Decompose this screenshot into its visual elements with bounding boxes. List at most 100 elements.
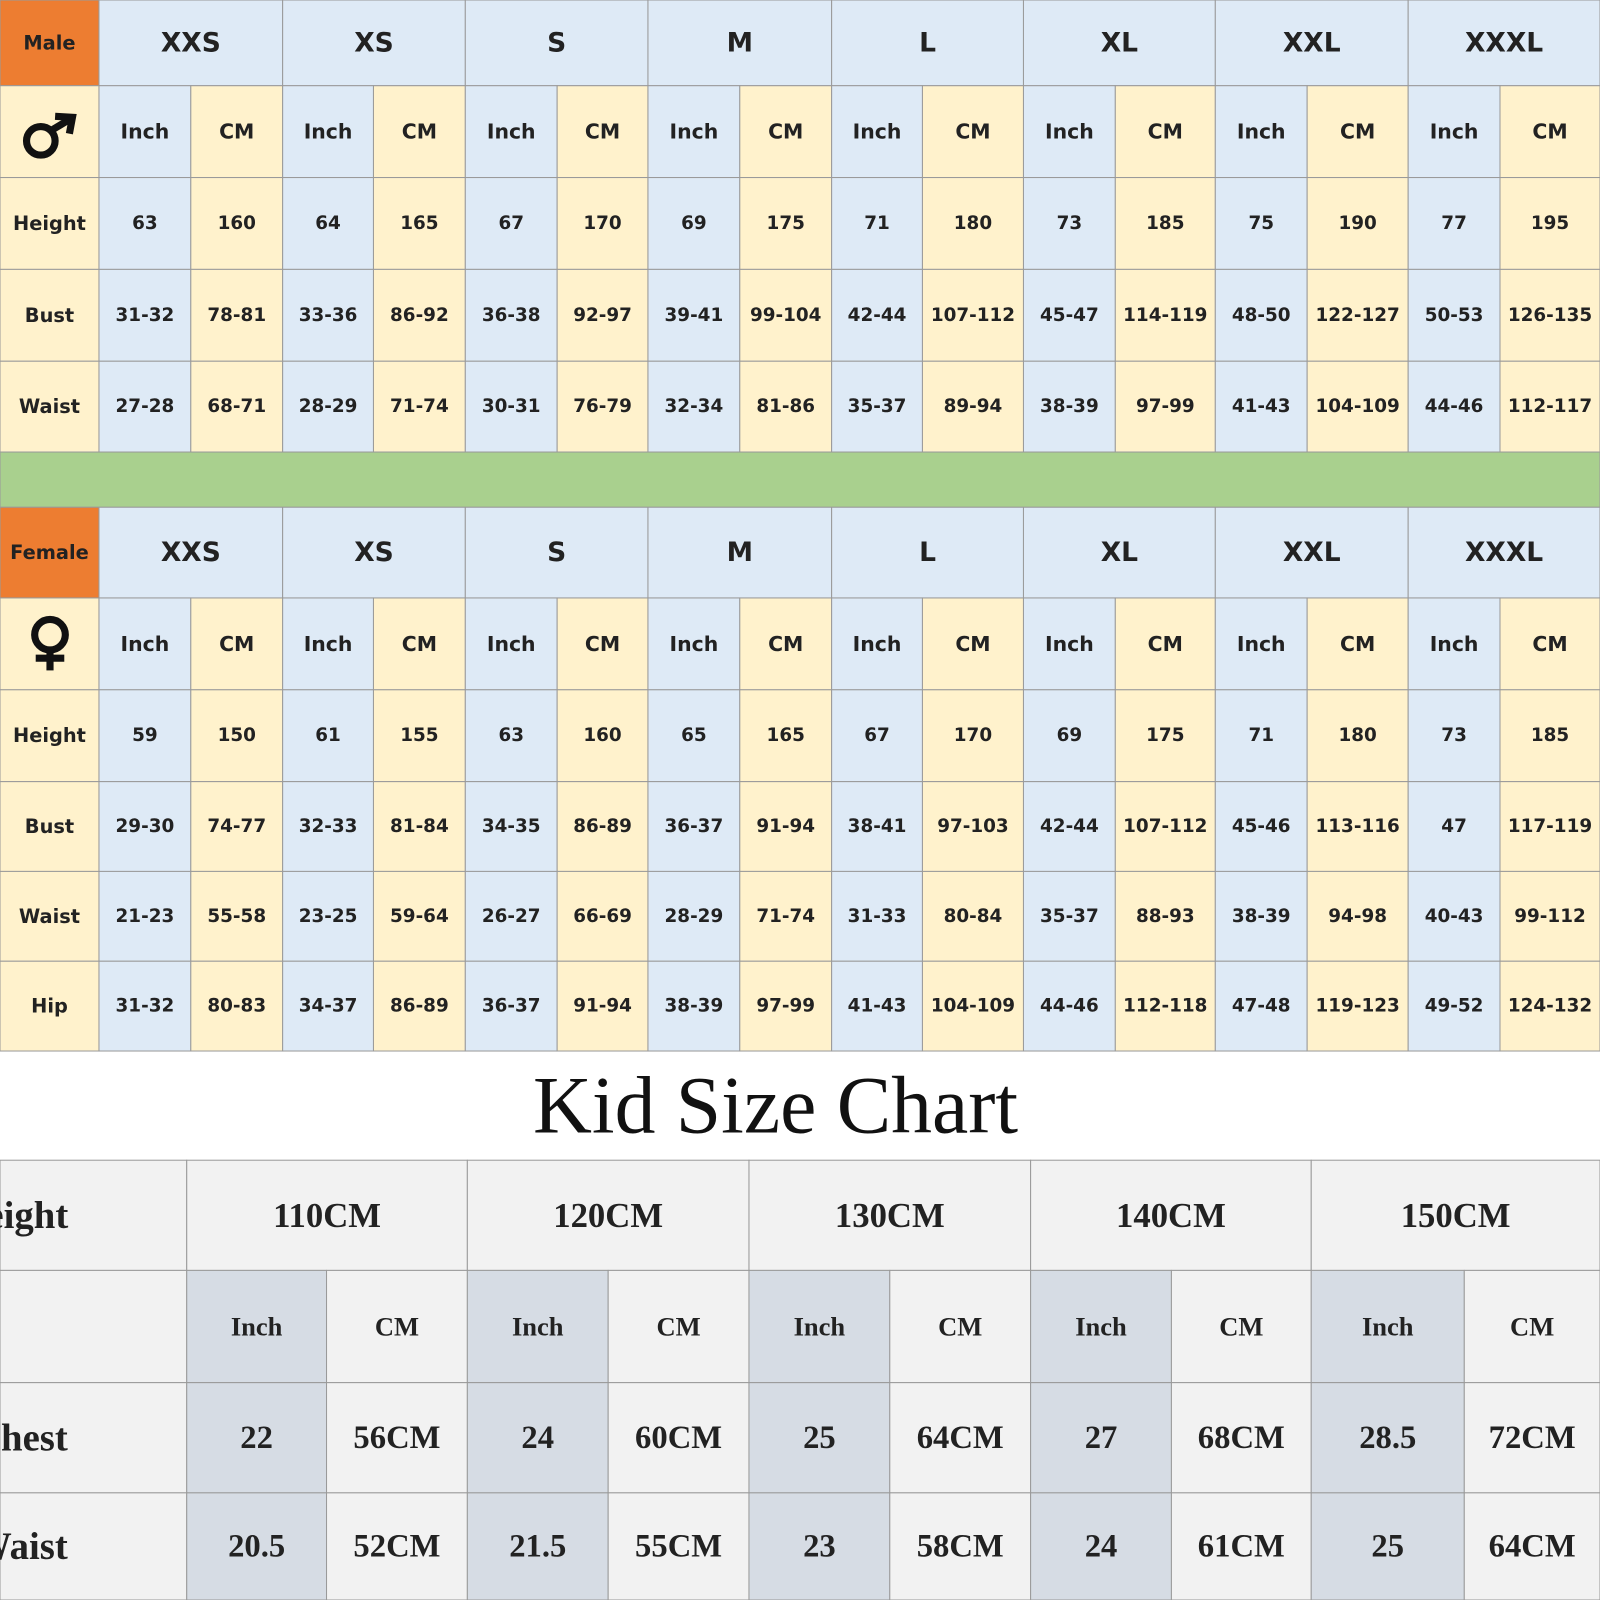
size-header: XXL (1283, 537, 1341, 568)
unit-header: CM (1148, 632, 1183, 656)
kid-size-cell (186, 1159, 468, 1271)
row-label: Hip (31, 995, 68, 1018)
size-value-cell (921, 360, 1024, 453)
size-value-cell (190, 268, 284, 362)
size-value: 32-34 (665, 396, 724, 417)
row-label: Height (13, 724, 86, 747)
size-value: 67 (498, 213, 524, 234)
size-value-cell (556, 689, 649, 783)
unit-header: CM (1340, 120, 1375, 144)
size-value-cell (190, 177, 284, 270)
size-header: XXS (161, 27, 221, 58)
kid-unit: Inch (794, 1312, 846, 1342)
unit-header: Inch (304, 632, 353, 656)
kid-value: 20.5 (228, 1528, 285, 1564)
size-value: 170 (954, 725, 992, 746)
size-value-cell (372, 268, 466, 362)
kid-value: 55CM (635, 1528, 722, 1564)
size-value: 34-37 (299, 996, 358, 1017)
size-value-cell (1499, 870, 1600, 962)
unit-header: Inch (1045, 632, 1094, 656)
size-value-cell (1214, 960, 1308, 1052)
kid-value: 22 (240, 1420, 273, 1456)
kid-unit: CM (1219, 1312, 1263, 1342)
size-value-cell (1407, 268, 1501, 362)
size-header-cell (1407, 0, 1600, 87)
unit-header: Inch (304, 120, 353, 144)
size-value: 170 (583, 213, 621, 234)
size-value: 122-127 (1316, 305, 1400, 326)
size-value-cell (372, 960, 466, 1052)
size-header: XXXL (1465, 27, 1543, 58)
size-value: 34-35 (482, 816, 541, 837)
size-value: 47 (1441, 816, 1467, 837)
size-value: 91-94 (573, 996, 632, 1017)
size-value-cell (556, 781, 649, 872)
size-value-cell (556, 870, 649, 962)
size-value-cell (647, 870, 741, 962)
size-value: 33-36 (299, 305, 358, 326)
size-value: 195 (1531, 213, 1569, 234)
unit-header: Inch (670, 632, 719, 656)
size-value-cell (831, 870, 923, 962)
size-value-cell (556, 177, 649, 270)
size-value-cell (1022, 689, 1116, 783)
size-value: 107-112 (1123, 816, 1207, 837)
size-value-cell (1114, 177, 1216, 270)
size-value: 39-41 (665, 305, 724, 326)
size-value-cell (282, 781, 374, 872)
size-value-cell (647, 781, 741, 872)
size-value-cell (464, 268, 558, 362)
unit-header: CM (1148, 120, 1183, 144)
kid-title: Kid Size Chart (533, 1060, 1018, 1151)
size-header: XXL (1283, 27, 1341, 58)
size-value: 68-71 (207, 396, 266, 417)
size-header-cell (1022, 0, 1216, 87)
size-header: XL (1101, 537, 1138, 568)
size-header: M (727, 537, 753, 568)
size-value-cell (1499, 689, 1600, 783)
size-value: 69 (681, 213, 707, 234)
size-value-cell (556, 268, 649, 362)
kid-unit-cell (889, 1269, 1032, 1384)
unit-header-cell (1306, 597, 1409, 691)
size-value-cell (1114, 781, 1216, 872)
unit-header-cell (282, 85, 374, 179)
size-value: 38-41 (848, 816, 907, 837)
kid-value: 52CM (353, 1528, 440, 1564)
row-label-cell (0, 870, 100, 962)
size-value-cell (647, 960, 741, 1052)
unit-header: CM (402, 120, 437, 144)
size-value-cell (1499, 960, 1600, 1052)
kid-value-cell (466, 1492, 609, 1600)
unit-header-cell (556, 85, 649, 179)
size-value: 126-135 (1508, 305, 1592, 326)
size-value: 80-84 (944, 906, 1003, 927)
size-value: 99-112 (1514, 906, 1585, 927)
row-label-cell (0, 689, 100, 783)
size-value: 28-29 (665, 906, 724, 927)
size-value: 59 (132, 725, 158, 746)
size-value: 27-28 (116, 396, 175, 417)
kid-size: 140CM (1116, 1196, 1226, 1235)
size-value: 97-99 (756, 996, 815, 1017)
kid-value: 23 (803, 1528, 836, 1564)
kid-value-cell (1030, 1492, 1172, 1600)
kid-unit-cell (1310, 1269, 1465, 1384)
unit-header-cell (921, 85, 1024, 179)
size-value-cell (647, 177, 741, 270)
gender-label: Male (23, 31, 75, 54)
size-value: 38-39 (1040, 396, 1099, 417)
unit-header-cell (464, 597, 558, 691)
size-value: 117-119 (1508, 816, 1592, 837)
unit-header: Inch (487, 120, 536, 144)
size-value-cell (464, 689, 558, 783)
size-value: 23-25 (299, 906, 358, 927)
size-value: 180 (954, 213, 992, 234)
kid-value: 58CM (917, 1528, 1004, 1564)
row-label-cell (0, 268, 100, 362)
kid-size: 110CM (273, 1196, 381, 1235)
kid-value-cell (1310, 1492, 1465, 1600)
kid-size-cell (748, 1159, 1032, 1271)
